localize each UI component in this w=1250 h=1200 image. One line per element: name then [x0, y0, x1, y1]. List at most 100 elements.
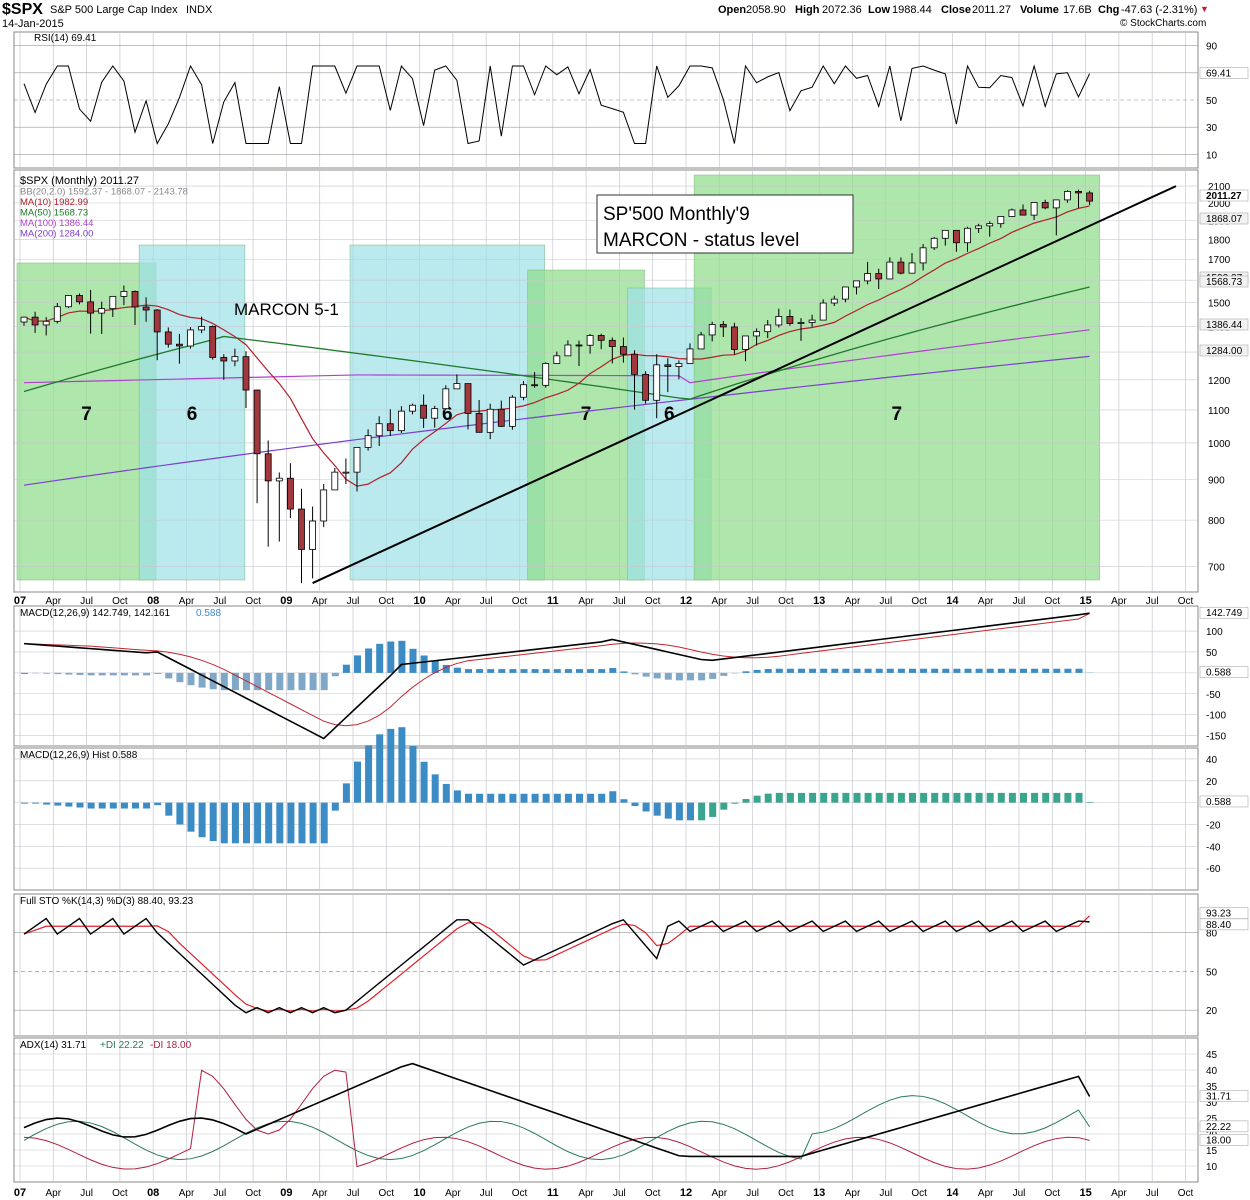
hist-bar [587, 793, 595, 803]
hist-tick: 40 [1206, 755, 1218, 766]
candle [353, 447, 361, 473]
hist-bar [76, 802, 84, 808]
hist-bar [442, 783, 450, 803]
hist-bar [1031, 792, 1039, 803]
x-axis-label: Oct [112, 596, 128, 607]
macd-hist-bar [43, 672, 51, 674]
hist-bar [365, 745, 373, 803]
hist-bar [1053, 792, 1061, 803]
macd-hist-bar [320, 672, 328, 691]
hist-bar [1086, 802, 1094, 803]
rsi-label-box [1199, 67, 1249, 79]
hist-bar [653, 802, 661, 816]
rsi-title: RSI(14) 69.41 [34, 33, 97, 44]
macd-hist-bar [753, 669, 761, 673]
candle [20, 316, 28, 323]
ma200-line [23, 355, 1090, 486]
hist-bar [897, 792, 905, 803]
macd-hist-bar [698, 672, 706, 681]
hist-bar [298, 802, 306, 844]
candle [675, 363, 683, 367]
close-label: Close [941, 4, 971, 16]
hist-bar [720, 802, 728, 810]
hist-bar [620, 799, 628, 803]
macd-hist-bar [564, 669, 572, 673]
x-axis-label: Oct [645, 1188, 661, 1199]
macd-hist-bar [143, 672, 151, 676]
macd-hist-bar [342, 664, 350, 673]
hist-bar [786, 792, 794, 803]
adx-tick: 35 [1206, 1082, 1218, 1093]
macd-hist-bar [598, 669, 606, 673]
hist-label-box [1199, 795, 1249, 808]
ma100-line [23, 329, 1090, 384]
macd-hist-bar [154, 672, 162, 674]
x-axis-label: 12 [680, 595, 692, 607]
candle [1075, 191, 1082, 194]
x-axis-label: Apr [845, 1188, 861, 1199]
candle [1052, 199, 1060, 209]
price-legend-item: MA(200) 1284.00 [20, 229, 93, 240]
hist-bar [154, 802, 162, 806]
macd-hist-bar [1008, 668, 1016, 673]
price-tick-label: 2000 [1208, 199, 1231, 210]
candle [508, 396, 516, 427]
hist-bar [687, 802, 694, 821]
candle [908, 262, 916, 274]
price-label-box [1199, 344, 1249, 357]
macd-hist-bar [720, 672, 728, 676]
macd-hist-bar [509, 669, 517, 673]
candle [642, 373, 649, 401]
hist-bar [798, 792, 805, 803]
candle [320, 489, 328, 522]
hist-bar [320, 802, 328, 844]
hist-bar [220, 802, 228, 844]
x-axis-label: 15 [1079, 1187, 1091, 1199]
price-tick-label: 1800 [1208, 235, 1231, 246]
hist-bar [453, 790, 461, 803]
macd-hist-bar [409, 648, 417, 673]
price-tick-label: 1100 [1208, 406, 1230, 417]
candle [775, 316, 783, 326]
candle [1041, 202, 1049, 209]
marcon-label: MARCON 5-1 [234, 300, 339, 319]
candle [742, 335, 749, 350]
macd-hist-bar [1064, 668, 1072, 673]
x-axis-label: 08 [147, 1187, 159, 1199]
macd-hist-bar [87, 672, 95, 676]
macd-hist-bar [453, 667, 461, 673]
x-axis-label: Apr [445, 596, 461, 607]
x-axis-label: Apr [1111, 596, 1127, 607]
hist-bar [32, 802, 40, 804]
candle [886, 261, 894, 280]
candle [764, 324, 772, 333]
macd-hist-bar [132, 672, 139, 676]
hist-bar [564, 793, 572, 803]
close-value: 2011.27 [972, 4, 1011, 16]
price-tick-label: 2100 [1208, 182, 1231, 193]
zone-3 [527, 269, 645, 581]
macd-hist-bar [98, 672, 106, 676]
hist-bar [920, 792, 928, 803]
hist-bar [675, 802, 683, 821]
x-axis-label: Jul [1013, 596, 1026, 607]
x-axis-label: Oct [379, 596, 395, 607]
rsi-tick: 30 [1206, 123, 1218, 134]
adx-label-box [1199, 1134, 1249, 1146]
candle [209, 326, 217, 358]
open-label: Open [718, 4, 747, 16]
ma50-line [23, 286, 1090, 400]
x-axis-label: Jul [347, 1188, 360, 1199]
macd-hist-bar [376, 643, 384, 673]
hist-bar [964, 792, 972, 803]
candle [253, 389, 261, 455]
hist-bar [109, 802, 117, 809]
candle [930, 237, 938, 249]
hist-tick: 20 [1206, 777, 1218, 788]
macd-hist-bar [431, 660, 439, 673]
rsi-line [23, 64, 1091, 145]
hist-bar [187, 802, 195, 832]
candle [431, 408, 439, 419]
down-triangle-icon: ▼ [1200, 4, 1209, 14]
